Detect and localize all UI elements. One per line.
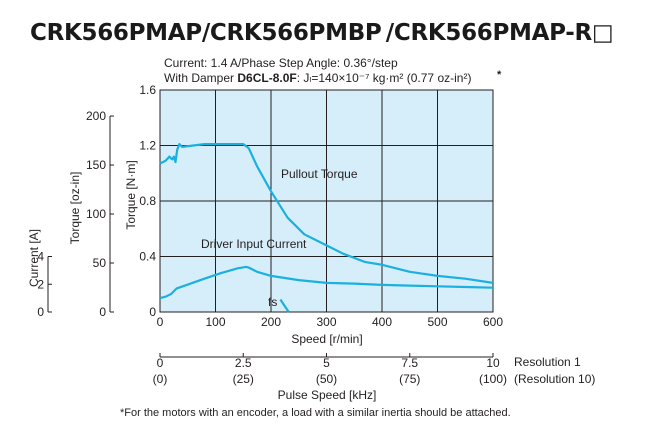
y-tick-label-nm: 1.2 xyxy=(139,139,156,153)
axes: 0 100 200 300 400 500 60000.40.81.21.605010015… xyxy=(37,83,507,386)
chart-marks xyxy=(159,143,494,313)
conditions-line-2: With Damper D6CL-8.0F: Jₗ=140×10⁻⁷ kg·m²… xyxy=(164,71,471,85)
y-tick-label-ozin: 150 xyxy=(86,158,106,172)
y-tick-label-nm: 0.4 xyxy=(139,250,156,264)
fs-line xyxy=(279,298,290,313)
resolution-1-label: Resolution 1 xyxy=(514,355,581,369)
y-tick-label-current: 2 xyxy=(37,277,44,291)
inertia-text: : Jₗ=140×10⁻⁷ kg·m² (0.77 oz-in²) xyxy=(297,71,472,85)
y-tick-label-ozin: 0 xyxy=(99,305,106,319)
x-tick-label: 400 xyxy=(372,315,392,329)
y-axis-label-nm: Torque [N·m] xyxy=(124,160,138,229)
pulse-tick-label-res10: (0) xyxy=(153,372,168,386)
pulse-tick-label-res1: 10 xyxy=(486,356,500,370)
pulse-tick-label-res10: (75) xyxy=(399,372,420,386)
driver-input-current-annotation: Driver Input Current xyxy=(201,237,307,251)
pulse-tick-label-res10: (50) xyxy=(316,372,337,386)
x-tick-label: 100 xyxy=(205,315,225,329)
resolution-10-label: (Resolution 10) xyxy=(514,372,595,386)
conditions-prefix: With Damper xyxy=(164,71,237,85)
y-tick-label-nm: 0 xyxy=(149,305,156,319)
damper-model: D6CL-8.0F xyxy=(237,71,296,85)
y-tick-label-current: 0 xyxy=(37,305,44,319)
page-title: CRK566PMAP/CRK566PMBP /CRK566PMAP-R□ xyxy=(30,20,614,46)
y-tick-label-nm: 0.8 xyxy=(139,194,156,208)
pulse-tick-label-res1: 7.5 xyxy=(401,356,418,370)
y-tick-label-ozin: 50 xyxy=(93,256,107,270)
grid xyxy=(160,90,493,312)
x-tick-label: 600 xyxy=(483,315,503,329)
pulse-tick-label-res1: 2.5 xyxy=(235,356,252,370)
x-tick-label: 500 xyxy=(427,315,447,329)
y-tick-label-ozin: 200 xyxy=(86,109,106,123)
x-axis-label: Speed [r/min] xyxy=(291,332,362,346)
y-axis-label-ozin: Torque [oz-in] xyxy=(68,172,82,245)
pulse-tick-label-res10: (25) xyxy=(233,372,254,386)
footnote: *For the motors with an encoder, a load … xyxy=(120,407,511,419)
y-axis-label-current: Current [A] xyxy=(27,229,41,287)
pulse-axis-label: Pulse Speed [kHz] xyxy=(278,388,377,402)
x-tick-label: 200 xyxy=(261,315,281,329)
y-tick-label-current: 4 xyxy=(37,250,44,264)
pulse-tick-label-res1: 5 xyxy=(323,356,330,370)
conditions-line-1: Current: 1.4 A/Phase Step Angle: 0.36°/s… xyxy=(164,56,398,70)
y-tick-label-ozin: 100 xyxy=(86,207,106,221)
conditions-asterisk: * xyxy=(497,69,502,81)
pulse-tick-label-res10: (100) xyxy=(479,372,507,386)
x-tick-label: 0 xyxy=(157,315,164,329)
y-tick-label-nm: 1.6 xyxy=(139,83,156,97)
series-line-driver-input-current xyxy=(159,265,494,300)
pullout-torque-annotation: Pullout Torque xyxy=(281,167,358,181)
fs-label: fs xyxy=(268,295,277,309)
pulse-tick-label-res1: 0 xyxy=(157,356,164,370)
series-line-pullout-torque xyxy=(159,143,494,284)
x-tick-label: 300 xyxy=(316,315,336,329)
